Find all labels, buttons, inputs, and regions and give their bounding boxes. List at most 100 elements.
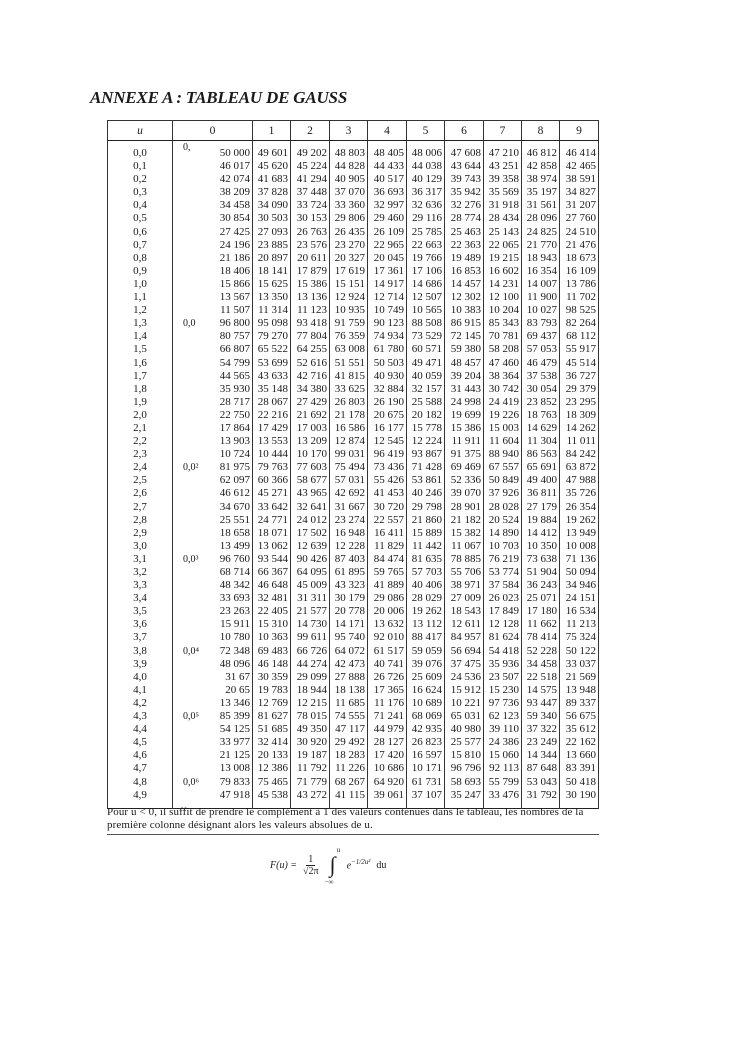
cell-col-9: 98 525 <box>559 304 599 318</box>
cell-col-6: 37 475 <box>444 657 484 671</box>
cell-col-2: 11 123 <box>290 304 330 318</box>
cell-col-4: 17 365 <box>367 683 407 697</box>
cell-col-8: 10 350 <box>521 539 560 553</box>
cell-col-4: 50 503 <box>367 356 407 370</box>
cell-col-3: 95 740 <box>329 631 368 645</box>
cell-col-6: 28 774 <box>444 212 484 226</box>
cell-col-6: 11 911 <box>444 435 484 449</box>
cell-col-1: 15 625 <box>252 277 291 292</box>
cell-col-9: 50 094 <box>559 566 599 580</box>
cell-col-6: 24 536 <box>444 670 484 684</box>
cell-col-3: 14 171 <box>329 618 368 632</box>
cell-col-0: 11 507 <box>172 304 253 318</box>
cell-col-0: 13 346 <box>172 696 253 711</box>
table-row: 2,6 46 612 45 271 43 965 42 692 41 453 40 246 3… <box>107 487 599 501</box>
cell-col-9: 83 391 <box>559 762 599 776</box>
cell-col-0: 68 714 <box>172 566 253 580</box>
cell-col-2: 21 577 <box>290 605 330 619</box>
row-u-value: 1,4 <box>107 330 173 344</box>
cell-col-4: 30 720 <box>367 500 407 514</box>
row-u-value: 4,3 <box>107 710 173 724</box>
cell-col-4: 16 177 <box>367 421 407 436</box>
cell-col-7: 97 736 <box>483 696 522 711</box>
cell-col-9: 63 872 <box>559 461 599 475</box>
table-row: 4,9 47 918 45 538 43 272 41 115 39 061 37 107 3… <box>107 788 599 809</box>
cell-col-6: 28 901 <box>444 500 484 514</box>
cell-col-9: 55 917 <box>559 343 599 357</box>
cell-col-1: 46 148 <box>252 657 291 671</box>
cell-col-7: 54 418 <box>483 644 522 658</box>
cell-col-4: 29 086 <box>367 592 407 606</box>
cell-col-4: 20 045 <box>367 251 407 265</box>
row-u-value: 2,2 <box>107 435 173 449</box>
cell-col-1: 27 093 <box>252 225 291 239</box>
cell-value: 48 096 <box>219 657 250 670</box>
cell-col-2: 19 187 <box>290 749 330 763</box>
cell-col-3: 12 874 <box>329 435 368 449</box>
cell-col-1: 15 310 <box>252 618 291 632</box>
cell-col-9: 33 037 <box>559 657 599 671</box>
cell-col-2: 17 502 <box>290 526 330 540</box>
cell-col-6: 19 699 <box>444 408 484 422</box>
cell-col-8: 14 629 <box>521 421 560 436</box>
cell-col-3: 16 948 <box>329 526 368 540</box>
cell-value: 17 864 <box>219 421 250 434</box>
row-u-value: 0,1 <box>107 160 173 174</box>
row-u-value: 1,6 <box>107 356 173 370</box>
cell-col-8: 69 437 <box>521 330 560 344</box>
cell-value: 31 67 <box>225 670 250 683</box>
cell-col-1: 18 071 <box>252 526 291 540</box>
cell-col-0: 34 458 <box>172 199 253 213</box>
row-u-value: 1,0 <box>107 277 173 292</box>
cell-col-0: 80 757 <box>172 330 253 344</box>
cell-col-5: 42 935 <box>406 723 445 737</box>
cell-col-0: 18 658 <box>172 526 253 540</box>
cell-col-6: 14 457 <box>444 277 484 292</box>
cell-col-8: 36 811 <box>521 487 560 501</box>
cell-value: 38 209 <box>219 186 250 199</box>
cell-col-0: 21 125 <box>172 749 253 763</box>
table-row: 3,4 33 693 32 481 31 311 30 179 29 086 28 029 2… <box>107 592 599 606</box>
row-u-value: 3,0 <box>107 539 173 553</box>
cell-col-9: 18 673 <box>559 251 599 265</box>
header-col-7: 7 <box>483 120 522 141</box>
cell-col-3: 63 008 <box>329 343 368 357</box>
cell-col-9: 35 612 <box>559 723 599 737</box>
cell-col-4: 74 934 <box>367 330 407 344</box>
cell-value: 85 399 <box>219 710 250 723</box>
cell-col-6: 84 957 <box>444 631 484 645</box>
cell-col-9: 45 514 <box>559 356 599 370</box>
cell-col-6: 65 031 <box>444 710 484 724</box>
cell-col-9: 14 262 <box>559 421 599 436</box>
cell-value: 50 000 <box>219 147 250 159</box>
cell-col-5: 40 059 <box>406 369 445 383</box>
cell-value: 33 693 <box>219 592 250 605</box>
cell-col-1: 75 465 <box>252 775 291 789</box>
cell-col-1: 13 553 <box>252 435 291 449</box>
cell-col-4: 71 241 <box>367 710 407 724</box>
cell-col-1: 20 133 <box>252 749 291 763</box>
cell-col-3: 31 667 <box>329 500 368 514</box>
cell-value: 33 977 <box>219 736 250 749</box>
row-prefix: 0,0 <box>183 318 196 330</box>
cell-col-4: 28 127 <box>367 736 407 750</box>
cell-col-3: 40 905 <box>329 173 368 187</box>
cell-col-3: 12 924 <box>329 291 368 305</box>
cell-col-8: 87 648 <box>521 762 560 776</box>
cell-col-2: 78 015 <box>290 710 330 724</box>
table-body: 0,0 0, 50 000 49 601 49 202 48 803 48 405 48 00… <box>107 140 599 809</box>
cell-col-4: 22 557 <box>367 513 407 527</box>
cell-col-8: 25 071 <box>521 592 560 606</box>
row-u-value: 1,3 <box>107 317 173 331</box>
cell-col-8: 49 400 <box>521 474 560 488</box>
cell-col-6: 35 247 <box>444 788 484 809</box>
table-row: 0,6 27 425 27 093 26 763 26 435 26 109 25 785 2… <box>107 225 599 239</box>
table-row: 2,0 22 750 22 216 21 692 21 178 20 675 20 182 1… <box>107 408 599 422</box>
cell-col-4: 44 433 <box>367 160 407 174</box>
table-row: 0,1 46 017 45 620 45 224 44 828 44 433 44 038 4… <box>107 160 599 174</box>
cell-col-7: 10 204 <box>483 304 522 318</box>
cell-col-7: 35 569 <box>483 186 522 200</box>
cell-value: 42 074 <box>219 173 250 186</box>
cell-col-8: 16 354 <box>521 264 560 278</box>
table-row: 4,7 13 008 12 386 11 792 11 226 10 686 10 171 9… <box>107 762 599 776</box>
